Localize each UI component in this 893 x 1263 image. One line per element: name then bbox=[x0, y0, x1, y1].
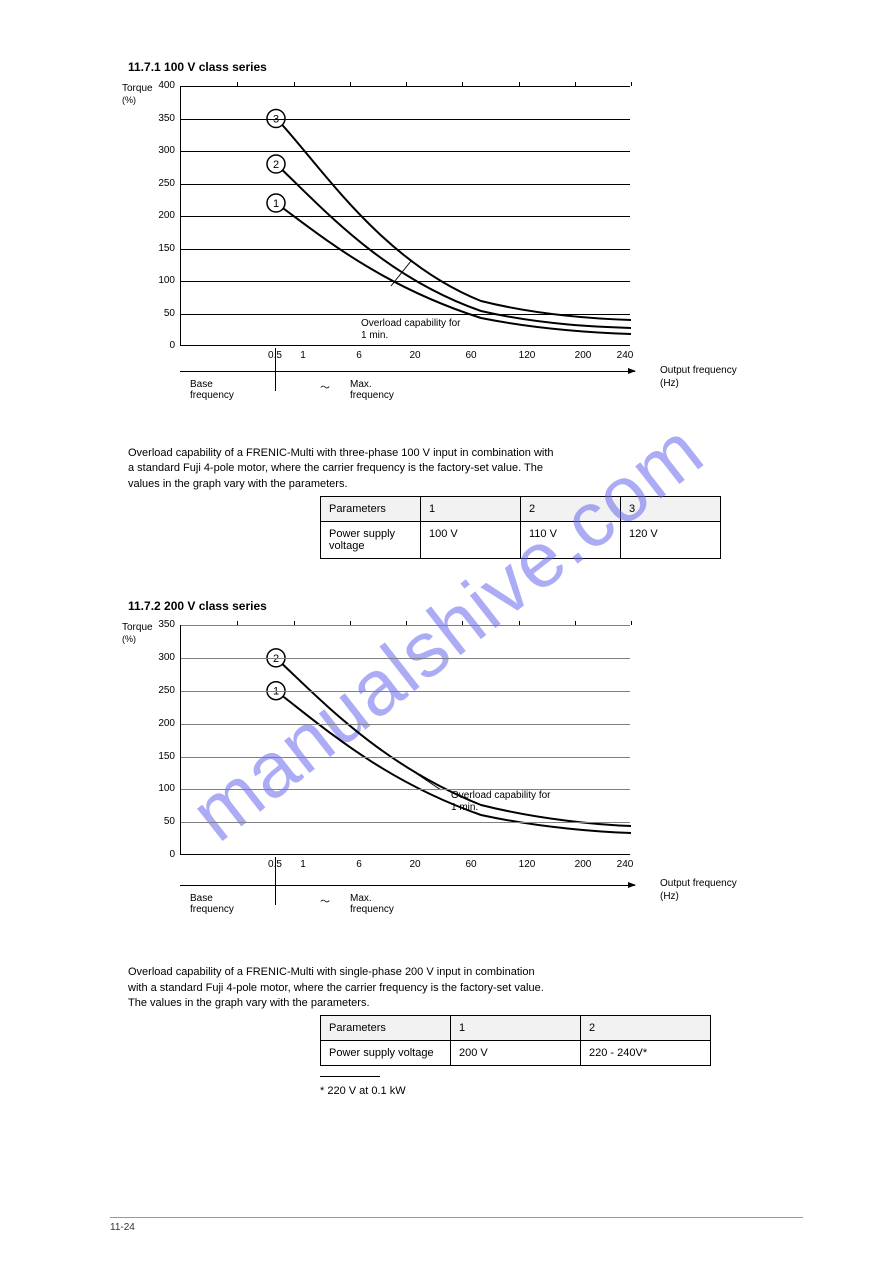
chart1-y-label-top: Torque bbox=[122, 82, 153, 95]
chart1-x-label-top: Output frequency bbox=[660, 364, 737, 377]
section2-table: Parameters12Power supply voltage200 V220… bbox=[320, 1015, 711, 1066]
chart2-x-label-top: Output frequency bbox=[660, 877, 737, 890]
section1-caption: Overload capability of a FRENIC-Multi wi… bbox=[128, 446, 803, 492]
svg-text:3: 3 bbox=[273, 114, 279, 126]
svg-text:2: 2 bbox=[273, 159, 279, 171]
chart1-y-label-bottom: (%) bbox=[122, 95, 153, 107]
chart1-wrap: Torque (%) 050100150200250300350400 321 … bbox=[180, 86, 803, 426]
page-footer: 11-24 bbox=[110, 1217, 803, 1233]
chart2-area: 21 Overload capability for1 min. bbox=[180, 625, 630, 855]
chart2-y-label-top: Torque bbox=[122, 621, 153, 634]
svg-text:1: 1 bbox=[273, 686, 279, 698]
chart1-area: 3 2 1 Overload capability for1 min. bbox=[180, 86, 630, 346]
footer-page-number: 11-24 bbox=[110, 1222, 135, 1233]
chart1-group-divider bbox=[275, 348, 276, 391]
section1-title: 11.7.1 100 V class series bbox=[128, 60, 803, 74]
chart2-x-label-bottom: (Hz) bbox=[660, 890, 737, 903]
chart2-wrap: Torque (%) 050100150200250300350 21 Over… bbox=[180, 625, 803, 945]
chart1-x-label-bottom: (Hz) bbox=[660, 377, 737, 390]
section2-title: 11.7.2 200 V class series bbox=[128, 599, 803, 613]
chart2-annotation-text: Overload capability for1 min. bbox=[451, 790, 551, 814]
chart2-y-label-bottom: (%) bbox=[122, 634, 153, 646]
chart2-x-axis-label: Output frequency (Hz) bbox=[660, 877, 737, 903]
chart2-group-divider bbox=[275, 857, 276, 905]
chart2-svg: 21 bbox=[181, 625, 631, 855]
chart1-annotation-text: Overload capability for1 min. bbox=[361, 318, 461, 342]
chart1-y-label: Torque (%) bbox=[122, 82, 153, 107]
chart1-annotation-arrow bbox=[391, 261, 411, 286]
footnote-rule bbox=[320, 1076, 380, 1077]
chart2-y-label: Torque (%) bbox=[122, 621, 153, 646]
page: manualshive.com 11.7.1 100 V class serie… bbox=[0, 0, 893, 1263]
chart2-x-arrow bbox=[180, 885, 635, 886]
section2-footnote: * 220 V at 0.1 kW bbox=[320, 1085, 803, 1097]
chart1-x-arrow bbox=[180, 371, 635, 372]
section2-caption: Overload capability of a FRENIC-Multi wi… bbox=[128, 965, 803, 1011]
section1-table: Parameters123Power supply voltage100 V11… bbox=[320, 496, 721, 559]
svg-text:1: 1 bbox=[273, 198, 279, 210]
svg-text:2: 2 bbox=[273, 653, 279, 665]
chart1-x-axis-label: Output frequency (Hz) bbox=[660, 364, 737, 390]
